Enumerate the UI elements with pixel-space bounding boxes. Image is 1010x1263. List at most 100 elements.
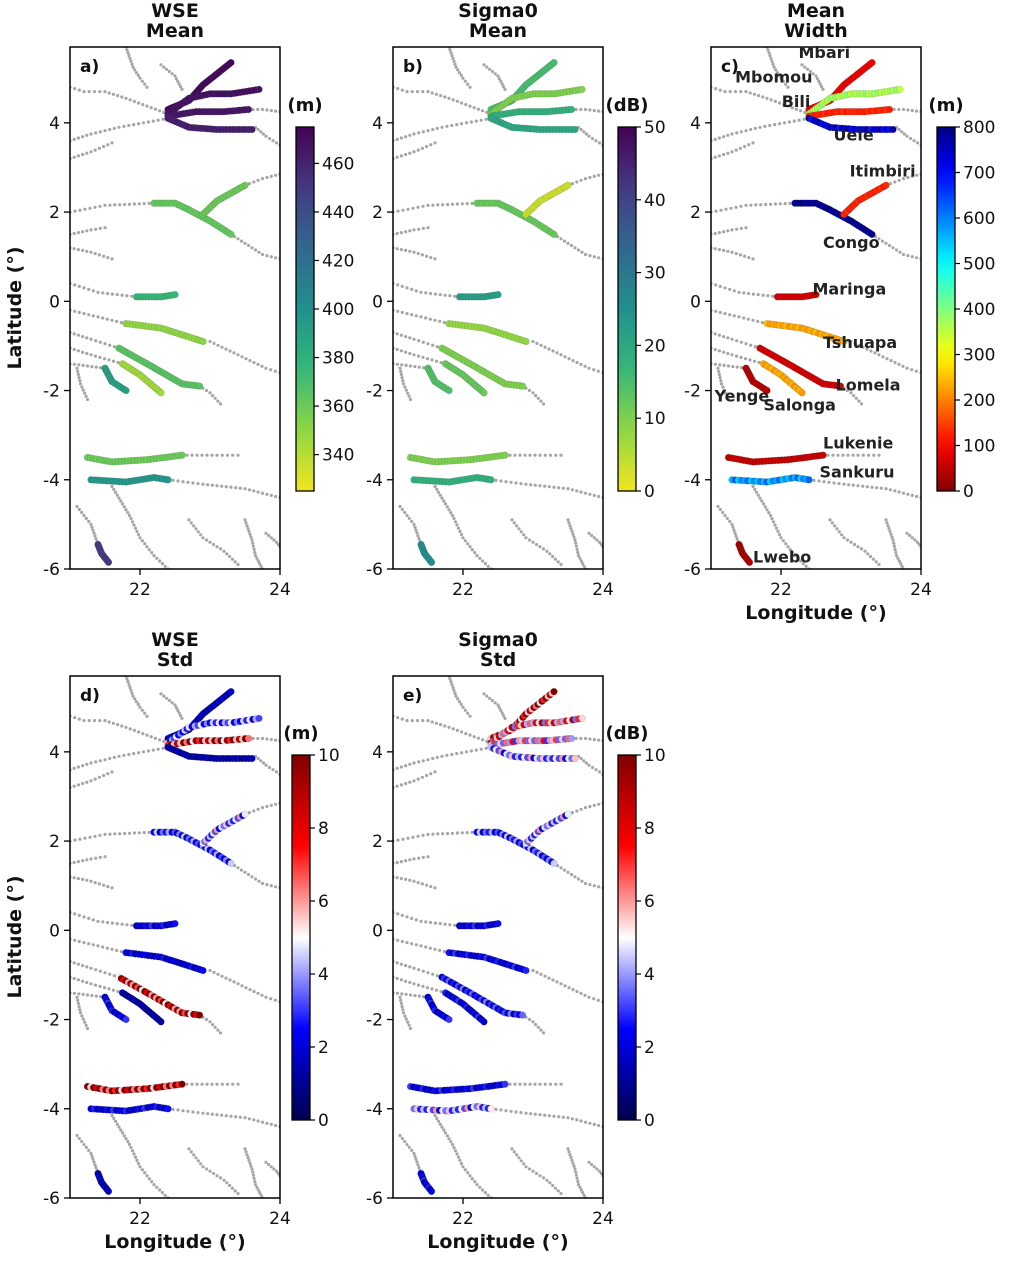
background-point [887,526,891,531]
background-point [438,1122,442,1126]
background-point [119,320,123,325]
background-river [70,85,170,116]
background-river [531,968,603,1004]
background-point [478,1185,482,1189]
background-point [579,107,583,112]
background-point [519,1159,523,1163]
background-point [545,549,549,553]
background-point [416,983,421,987]
background-river [711,308,769,326]
background-point [76,333,80,337]
background-point [395,347,399,352]
background-point [473,551,477,555]
background-point [101,316,105,320]
background-river [447,47,472,89]
background-point [718,310,722,315]
background-point [832,481,836,485]
background-point [758,496,762,500]
river-itimbiri [840,181,890,218]
background-point [518,453,522,457]
background-point [433,770,437,774]
river-lomela [438,973,527,1019]
background-point [72,347,76,352]
background-point [554,453,558,457]
background-point [574,541,578,545]
background-point [761,95,765,99]
background-point [831,453,835,457]
river-yenge [424,364,453,395]
background-point [162,65,166,69]
background-point [170,701,174,705]
background-river [187,1147,240,1196]
background-point [273,998,277,1002]
background-point [410,90,414,94]
data-point [836,382,845,390]
background-point [412,522,416,527]
background-point [247,811,251,815]
background-point [405,513,409,518]
background-point [231,453,235,457]
background-point [439,989,443,994]
background-point [781,79,785,83]
background-river [433,1113,493,1198]
background-point [398,1133,402,1138]
background-point [522,1162,526,1166]
background-point [592,368,596,372]
background-point [874,560,878,564]
river-lomela [115,973,204,1019]
background-point [901,107,906,112]
background-point [103,90,107,94]
background-river [110,484,170,569]
data-point [564,181,572,189]
colorbar-tick-label: 40 [644,191,666,211]
axes-frame [69,675,281,1199]
background-point [101,920,105,924]
background-point [438,948,442,953]
background-point [111,92,115,96]
background-point [218,547,223,551]
background-point [93,983,98,987]
background-river [587,531,603,549]
river-congo [150,828,235,868]
background-point [224,1114,228,1118]
plot-area [711,47,921,569]
background-point [421,226,425,230]
background-point [94,856,98,860]
background-point [735,365,739,369]
background-point [754,490,759,494]
background-point [455,523,459,527]
river-lukenie [406,451,509,466]
background-point [413,365,417,369]
background-point [555,351,559,355]
river-name-label: Maringa [813,280,887,299]
background-point [77,992,81,996]
background-point [127,54,131,58]
background-point [485,739,489,744]
background-point [93,1163,97,1167]
background-point [89,857,93,861]
background-point [442,949,446,954]
background-point [728,90,732,94]
background-point [414,314,418,318]
background-point [89,779,93,783]
background-point [234,486,238,490]
background-point [744,203,748,207]
background-point [784,542,788,546]
background-point [417,131,421,135]
background-point [248,988,252,992]
background-point [136,702,140,707]
background-point [98,204,102,208]
background-point [257,879,261,883]
background-point [75,1133,79,1138]
background-point [906,108,910,112]
background-point [774,68,778,72]
background-point [81,230,85,234]
background-point [828,518,832,522]
background-point [225,1082,230,1086]
background-point [456,526,461,530]
background-point [141,103,145,107]
background-point [897,178,901,182]
background-point [539,1028,543,1032]
y-tick-label: -4 [366,1100,383,1120]
background-point [531,968,535,973]
